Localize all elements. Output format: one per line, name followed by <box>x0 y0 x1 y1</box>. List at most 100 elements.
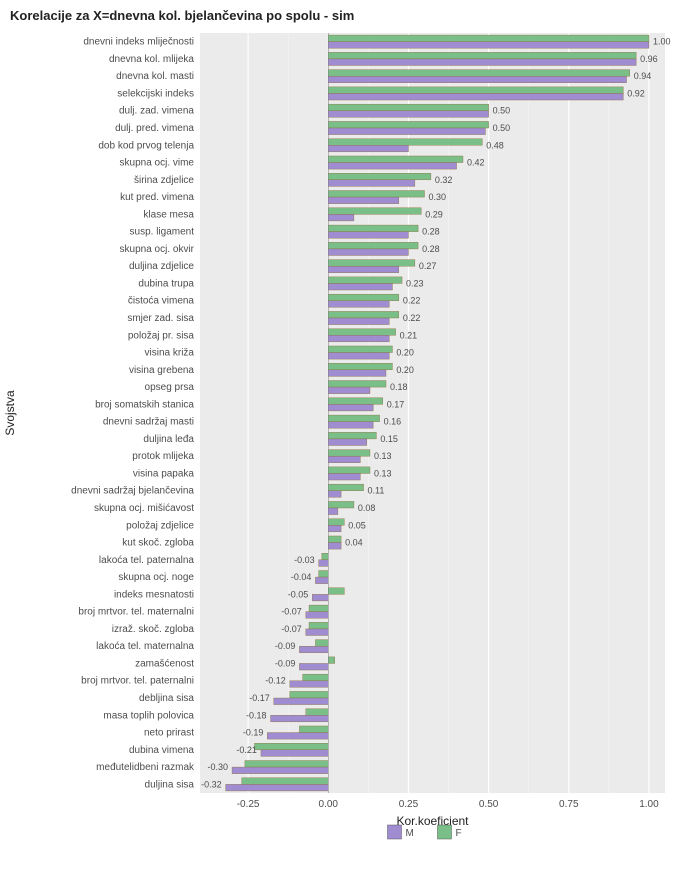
x-tick-label: -0.25 <box>237 799 260 810</box>
bar-M <box>328 387 370 394</box>
trait-label: protok mlijeka <box>132 451 194 462</box>
value-label: 0.16 <box>384 417 402 427</box>
bar-M <box>328 232 408 239</box>
value-label: 0.15 <box>380 434 398 444</box>
trait-label: dnevni indeks mliječnosti <box>83 37 194 48</box>
value-label: 0.48 <box>486 140 504 150</box>
trait-label: debljina sisa <box>139 693 194 704</box>
bar-M <box>328 197 399 204</box>
bar-F <box>309 605 328 612</box>
trait-label: indeks mesnatosti <box>114 589 194 600</box>
bar-M <box>328 456 360 463</box>
value-label: -0.03 <box>294 555 315 565</box>
x-tick-label: 0.00 <box>319 799 339 810</box>
trait-label: dulj. pred. vimena <box>115 123 194 134</box>
value-label: -0.18 <box>246 710 267 720</box>
value-label: -0.17 <box>249 693 270 703</box>
bar-F <box>299 726 328 733</box>
value-label: 0.96 <box>640 54 658 64</box>
bar-M <box>328 111 488 118</box>
x-tick-label: 1.00 <box>639 799 659 810</box>
bar-F <box>328 484 363 491</box>
bar-M <box>299 646 328 653</box>
value-label: 0.22 <box>403 296 421 306</box>
bar-F <box>328 260 415 267</box>
bar-F <box>328 415 379 422</box>
bar-M <box>328 128 485 135</box>
trait-label: dnevni sadržaj bjelančevina <box>71 486 194 497</box>
value-label: 0.30 <box>428 192 446 202</box>
value-label: -0.09 <box>275 658 296 668</box>
trait-label: lakoća tel. paternalna <box>99 555 195 566</box>
trait-label: masa toplih polovica <box>103 710 194 721</box>
bar-M <box>328 76 626 83</box>
trait-label: skupna ocj. okvir <box>120 244 195 255</box>
bar-M <box>328 491 341 498</box>
bar-F <box>328 242 418 249</box>
bar-F <box>328 657 334 664</box>
bar-F <box>328 294 399 301</box>
value-label: -0.07 <box>281 607 302 617</box>
bar-M <box>328 163 456 170</box>
value-label: 0.20 <box>396 365 414 375</box>
trait-label: smjer zad. sisa <box>127 313 194 324</box>
bar-M <box>328 180 415 187</box>
bar-F <box>309 622 328 629</box>
bar-M <box>271 715 329 722</box>
bar-M <box>328 508 338 515</box>
trait-label: skupna ocj. noge <box>118 572 194 583</box>
trait-label: dob kod prvog telenja <box>98 140 194 151</box>
bar-F <box>242 778 329 785</box>
bar-M <box>328 318 389 325</box>
value-label: 0.23 <box>406 278 424 288</box>
bar-M <box>328 353 389 360</box>
trait-label: skupna ocj. mišićavost <box>94 503 194 514</box>
trait-label: broj mrtvor. tel. paternalni <box>81 676 194 687</box>
bar-M <box>328 283 392 290</box>
bar-F <box>315 640 328 647</box>
trait-label: duljina sisa <box>145 779 195 790</box>
bar-F <box>328 173 431 180</box>
bar-F <box>328 346 392 353</box>
bar-M <box>267 733 328 740</box>
trait-label: dulj. zad. vimena <box>119 106 194 117</box>
bar-F <box>245 761 328 768</box>
bar-F <box>328 588 344 595</box>
bar-F <box>328 35 649 42</box>
trait-label: dnevna kol. masti <box>116 71 194 82</box>
value-label: 0.92 <box>627 88 645 98</box>
bar-M <box>315 577 328 584</box>
bar-M <box>306 612 328 619</box>
value-label: 1.00 <box>653 37 671 47</box>
bar-F <box>322 553 328 560</box>
bar-F <box>328 501 354 508</box>
trait-label: položaj zdjelice <box>126 520 194 531</box>
trait-label: položaj pr. sisa <box>128 330 195 341</box>
bar-F <box>328 70 629 77</box>
y-axis-title: Svojstva <box>3 390 17 436</box>
bar-F <box>328 363 392 370</box>
bar-F <box>328 156 463 163</box>
correlation-chart: -0.250.000.250.500.751.00dnevni indeks m… <box>0 23 680 868</box>
bar-M <box>312 594 328 601</box>
bar-F <box>328 432 376 439</box>
value-label: 0.20 <box>396 348 414 358</box>
bar-F <box>290 691 328 698</box>
value-label: 0.08 <box>358 503 376 513</box>
trait-label: skupna ocj. vime <box>120 158 195 169</box>
trait-label: neto prirast <box>144 728 194 739</box>
bar-F <box>328 467 370 474</box>
bar-M <box>328 422 373 429</box>
value-label: 0.50 <box>493 106 511 116</box>
x-tick-label: 0.25 <box>399 799 419 810</box>
bar-F <box>328 52 636 59</box>
trait-label: visina križa <box>145 348 195 359</box>
trait-label: visina grebena <box>129 365 194 376</box>
bar-F <box>303 674 329 681</box>
bar-F <box>328 121 488 128</box>
value-label: 0.32 <box>435 175 453 185</box>
bar-F <box>328 536 341 543</box>
bar-F <box>328 87 623 94</box>
bar-M <box>328 214 354 221</box>
value-label: -0.05 <box>288 589 309 599</box>
